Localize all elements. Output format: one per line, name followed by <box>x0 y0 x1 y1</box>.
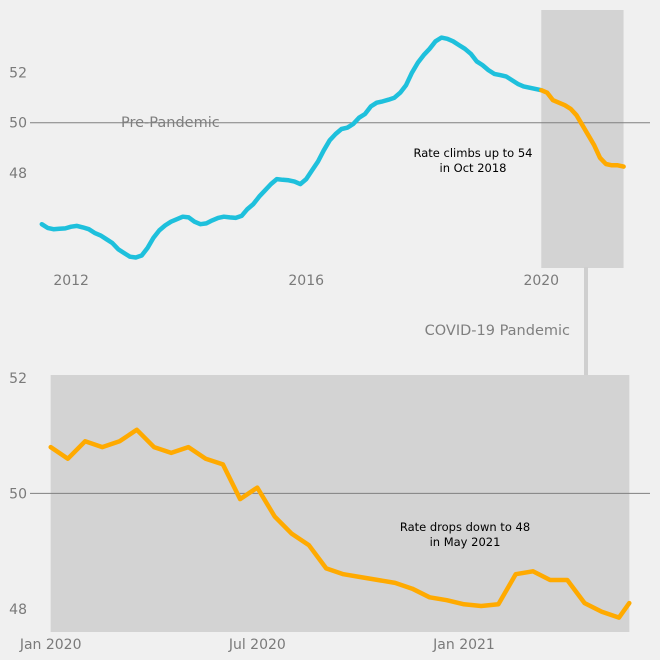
region-label: COVID-19 Pandemic <box>425 323 570 339</box>
annotation-text: in May 2021 <box>430 535 501 549</box>
bottom-chart: 48 50 52 Jan 2020 Jul 2020 Jan 2021 COVID-19 P… <box>9 323 650 653</box>
region-label: Pre-Pandemic <box>121 115 220 131</box>
x-tick-label: 2020 <box>523 273 559 289</box>
annotation-text: Rate climbs up to 54 <box>414 146 533 160</box>
x-tick-label: 2016 <box>288 273 324 289</box>
y-tick-label: 50 <box>9 486 27 502</box>
top-chart: 48 50 52 2012 2016 2020 Pre-Pandemic Rate climb… <box>9 10 650 289</box>
x-tick-label: Jan 2020 <box>19 637 82 653</box>
shaded-region <box>50 375 630 632</box>
y-tick-label: 52 <box>9 371 27 387</box>
y-tick-label: 48 <box>9 166 27 182</box>
series-line <box>39 35 544 260</box>
y-tick-label: 50 <box>9 116 27 132</box>
x-tick-label: Jan 2021 <box>432 637 495 653</box>
annotation-text: in Oct 2018 <box>440 161 507 175</box>
y-tick-label: 48 <box>9 602 27 618</box>
shaded-region <box>541 10 624 268</box>
y-tick-label: 52 <box>9 66 27 82</box>
x-tick-label: Jul 2020 <box>228 637 286 653</box>
annotation-text: Rate drops down to 48 <box>400 520 530 534</box>
x-tick-label: 2012 <box>53 273 89 289</box>
